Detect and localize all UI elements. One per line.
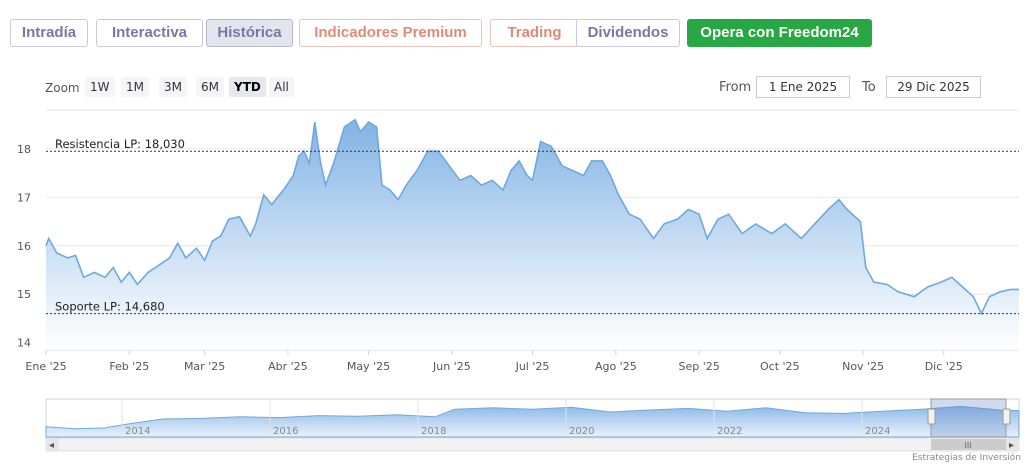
x-tick-label: Abr '25 bbox=[268, 360, 308, 373]
x-tick-label: Mar '25 bbox=[184, 360, 225, 373]
credit-text: Estrategias de Inversión bbox=[912, 453, 1021, 463]
range-from-input[interactable]: 1 Ene 2025 bbox=[756, 76, 850, 98]
zoom-button-all[interactable]: All bbox=[269, 77, 294, 97]
x-axis: Ene '25 Feb '25 Mar '25 Abr '25 May '25 Jun '… bbox=[25, 350, 963, 373]
price-area bbox=[46, 119, 1019, 350]
y-axis: 14 15 16 17 18 bbox=[17, 143, 31, 350]
scroll-right-button[interactable] bbox=[1006, 438, 1019, 451]
x-tick-label: Feb '25 bbox=[109, 360, 149, 373]
y-tick-label: 17 bbox=[17, 191, 31, 204]
tab-opera-con-freedom24[interactable]: Opera con Freedom24 bbox=[687, 19, 872, 47]
x-tick-label: Oct '25 bbox=[760, 360, 800, 373]
support-label: Soporte LP: 14,680 bbox=[55, 300, 165, 314]
x-tick-label: Ene '25 bbox=[25, 360, 66, 373]
zoom-button-1w[interactable]: 1W bbox=[85, 77, 115, 97]
zoom-label: Zoom bbox=[45, 81, 80, 95]
scrollbar-grip-icon: III bbox=[964, 441, 971, 450]
x-tick-label: Ago '25 bbox=[595, 360, 637, 373]
y-tick-label: 14 bbox=[17, 337, 31, 350]
x-tick-label: Dic '25 bbox=[925, 360, 963, 373]
scroll-right-arrow-icon: ▸ bbox=[1009, 440, 1014, 451]
scroll-left-button[interactable] bbox=[46, 438, 59, 451]
tab-hist-rica[interactable]: Histórica bbox=[206, 19, 293, 47]
zoom-button-1m[interactable]: 1M bbox=[121, 77, 149, 97]
tab-trading[interactable]: Trading bbox=[490, 19, 579, 47]
y-tick-label: 15 bbox=[17, 288, 31, 301]
tab-intrad-a[interactable]: Intradía bbox=[10, 19, 88, 47]
resistance-label: Resistencia LP: 18,030 bbox=[55, 137, 185, 151]
x-tick-label: Nov '25 bbox=[842, 360, 884, 373]
y-tick-label: 16 bbox=[17, 240, 31, 253]
x-tick-label: Jul '25 bbox=[515, 360, 550, 373]
scrollbar-track[interactable] bbox=[45, 437, 1020, 452]
x-tick-label: Jun '25 bbox=[432, 360, 471, 373]
zoom-button-ytd[interactable]: YTD bbox=[229, 77, 266, 97]
range-to-input[interactable]: 29 Dic 2025 bbox=[886, 76, 981, 98]
scrollbar-thumb[interactable] bbox=[931, 439, 1006, 450]
navigator-year-label: 2022 bbox=[717, 426, 742, 437]
navigator-handle-left[interactable] bbox=[927, 408, 936, 425]
navigator-selection[interactable] bbox=[930, 398, 1007, 438]
navigator-year-label: 2014 bbox=[125, 426, 150, 437]
tab-dividendos[interactable]: Dividendos bbox=[576, 19, 680, 47]
range-to-label: To bbox=[862, 80, 876, 95]
x-tick-label: Sep '25 bbox=[679, 360, 720, 373]
navigator-year-label: 2020 bbox=[569, 426, 594, 437]
tab-indicadores-premium[interactable]: Indicadores Premium bbox=[299, 19, 482, 47]
navigator-year-label: 2018 bbox=[421, 426, 446, 437]
navigator[interactable]: 2014 2016 2018 2020 2022 2024 ◂ ▸ III bbox=[45, 398, 1020, 452]
range-from-label: From bbox=[719, 80, 752, 95]
zoom-button-6m[interactable]: 6M bbox=[196, 77, 224, 97]
navigator-handle-right[interactable] bbox=[1002, 408, 1011, 425]
y-tick-label: 18 bbox=[17, 143, 31, 156]
navigator-series bbox=[45, 405, 1020, 438]
navigator-year-label: 2016 bbox=[273, 426, 298, 437]
tab-interactiva[interactable]: Interactiva bbox=[96, 19, 203, 47]
scroll-left-arrow-icon: ◂ bbox=[49, 440, 54, 451]
price-line bbox=[45, 118, 1019, 316]
zoom-button-3m[interactable]: 3M bbox=[159, 77, 187, 97]
x-tick-label: May '25 bbox=[347, 360, 390, 373]
navigator-year-label: 2024 bbox=[865, 426, 890, 437]
